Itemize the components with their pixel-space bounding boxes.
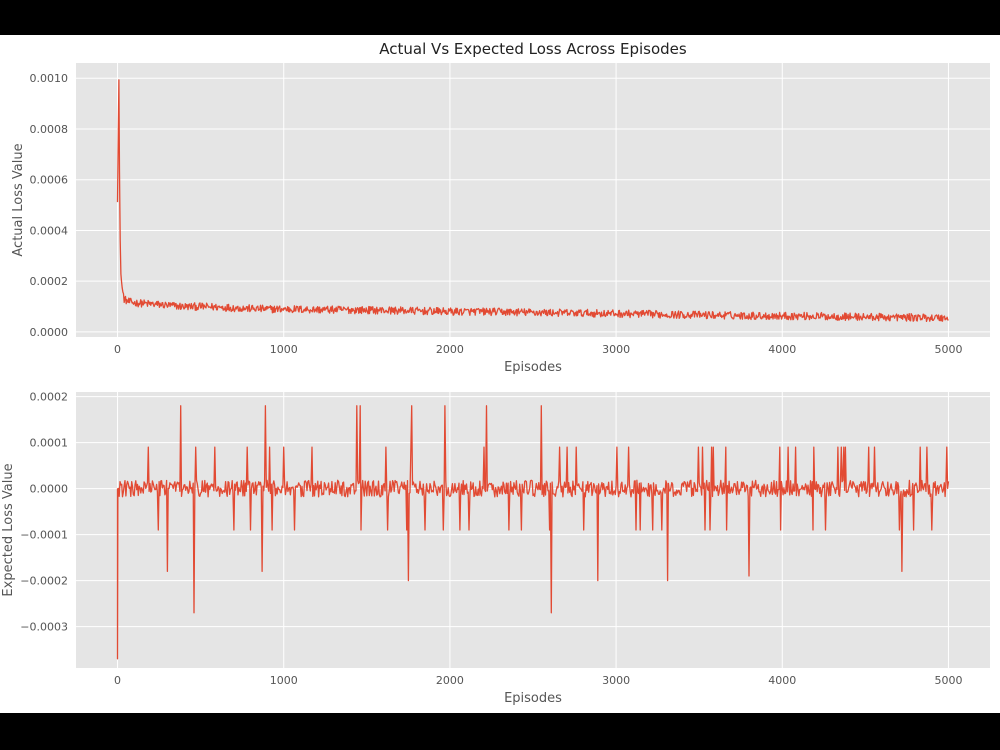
expected-loss-y-axis-label: Expected Loss Value xyxy=(1,463,16,596)
x-tick-label: 4000 xyxy=(768,343,796,356)
y-tick-label: −0.0003 xyxy=(20,621,68,634)
y-tick-label: 0.0002 xyxy=(30,391,69,404)
expected-loss-x-axis-label: Episodes xyxy=(504,691,562,706)
x-tick-label: 0 xyxy=(114,343,121,356)
y-tick-label: 0.0006 xyxy=(30,174,69,187)
y-tick-label: 0.0001 xyxy=(30,437,69,450)
x-tick-label: 0 xyxy=(114,674,121,687)
expected-loss-plot: 0 1000 2000 3000 4000 5000 −0.0003 −0.0002 −0.0… xyxy=(1,391,990,706)
y-tick-label: 0.0000 xyxy=(30,326,69,339)
actual-loss-plot-area xyxy=(76,63,990,337)
actual-loss-x-axis-label: Episodes xyxy=(504,360,562,375)
actual-loss-plot: 0 1000 2000 3000 4000 5000 0.0000 0.0002 0.0004… xyxy=(11,63,990,375)
x-tick-label: 5000 xyxy=(934,674,962,687)
y-tick-label: 0.0010 xyxy=(30,72,69,85)
y-tick-label: −0.0002 xyxy=(20,575,68,588)
x-tick-label: 4000 xyxy=(768,674,796,687)
y-tick-label: 0.0008 xyxy=(30,123,69,136)
x-tick-label: 5000 xyxy=(934,343,962,356)
x-tick-label: 2000 xyxy=(436,674,464,687)
x-tick-label: 1000 xyxy=(270,343,298,356)
figure-svg: Actual Vs Expected Loss Across Episodes … xyxy=(1,40,990,706)
actual-loss-line xyxy=(116,79,949,323)
actual-loss-y-axis-label: Actual Loss Value xyxy=(11,143,26,256)
x-tick-label: 3000 xyxy=(602,674,630,687)
y-tick-label: 0.0000 xyxy=(30,483,69,496)
x-tick-label: 3000 xyxy=(602,343,630,356)
x-tick-label: 1000 xyxy=(270,674,298,687)
x-tick-label: 2000 xyxy=(436,343,464,356)
chart-title: Actual Vs Expected Loss Across Episodes xyxy=(379,40,687,58)
y-tick-label: 0.0002 xyxy=(30,275,69,288)
figure: Actual Vs Expected Loss Across Episodes … xyxy=(0,35,1000,713)
expected-loss-line xyxy=(116,405,950,660)
expected-loss-plot-area xyxy=(76,392,990,668)
y-tick-label: 0.0004 xyxy=(30,224,69,237)
y-tick-label: −0.0001 xyxy=(20,529,68,542)
